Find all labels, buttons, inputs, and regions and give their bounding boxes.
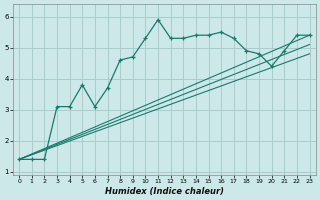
X-axis label: Humidex (Indice chaleur): Humidex (Indice chaleur) [105,187,224,196]
